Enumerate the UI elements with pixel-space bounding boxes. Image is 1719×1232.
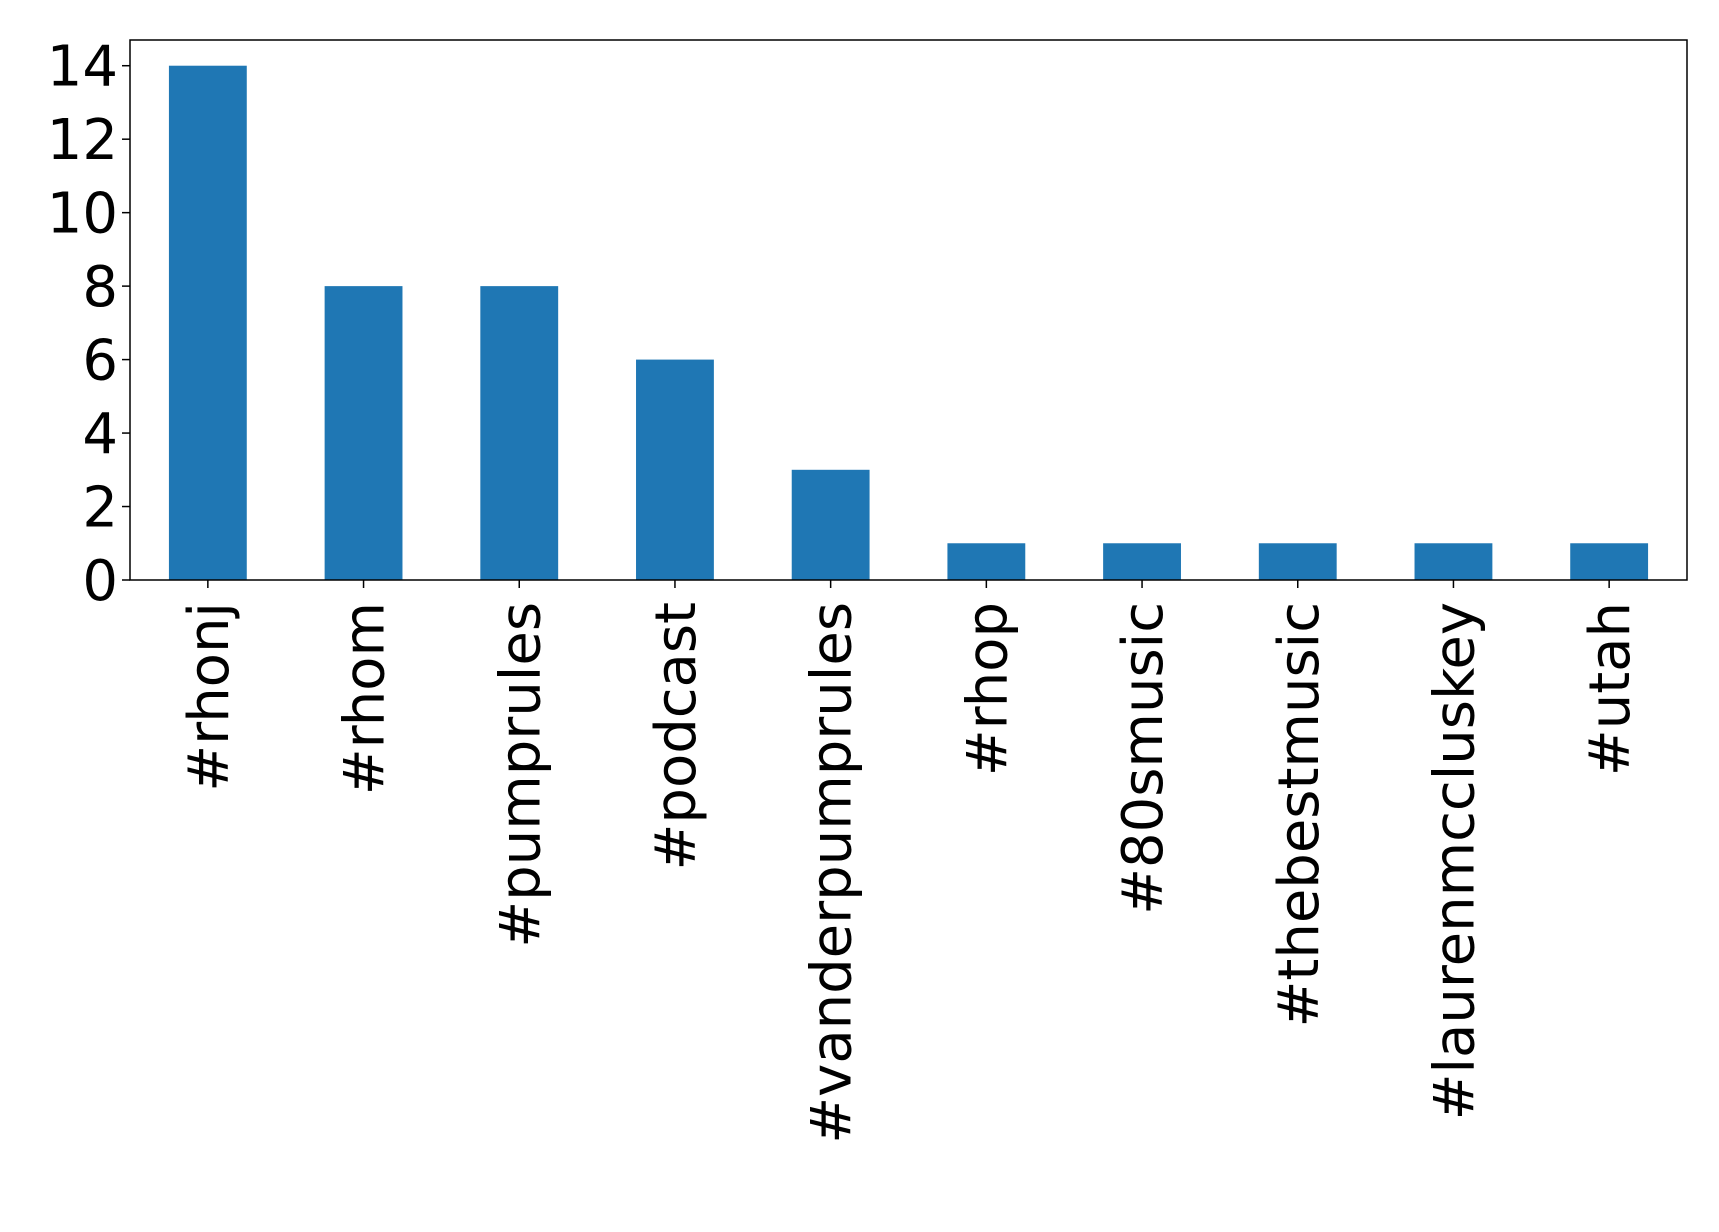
plot-frame: [129, 39, 1688, 581]
y-axis: 0 2 4 6 8 10 12 14: [47, 35, 130, 614]
x-tick-label-5: #rhop: [955, 602, 1020, 776]
bar-4: [791, 469, 870, 580]
bar-7: [1258, 543, 1337, 580]
y-tick-label-2: 4: [82, 402, 118, 467]
bar-1: [324, 286, 403, 580]
x-tick-label-8: #laurenmccluskey: [1422, 602, 1487, 1120]
bar-0: [168, 65, 247, 580]
x-tick-label-0: #rhonj: [177, 602, 242, 792]
y-tick-label-3: 6: [82, 329, 118, 394]
x-tick-label-7: #thebestmusic: [1267, 602, 1332, 1028]
y-tick-label-0: 0: [82, 549, 118, 614]
x-axis: #rhonj #rhom #pumprules #podcast #vanderpump…: [177, 580, 1643, 1144]
bar-5: [947, 543, 1026, 580]
bar-6: [1103, 543, 1181, 580]
y-tick-label-7: 14: [47, 35, 118, 100]
y-tick-label-1: 2: [82, 476, 118, 541]
y-tick-label-5: 10: [47, 182, 118, 247]
bar-8: [1414, 543, 1493, 580]
bars-group: [168, 65, 1649, 580]
y-tick-label-6: 12: [47, 108, 118, 173]
y-tick-label-4: 8: [82, 255, 118, 320]
x-tick-label-3: #podcast: [644, 602, 709, 871]
x-tick-label-6: #80smusic: [1111, 602, 1176, 915]
bar-3: [636, 359, 714, 580]
x-tick-label-1: #rhom: [333, 602, 398, 795]
x-tick-label-2: #pumprules: [488, 602, 553, 948]
x-tick-label-9: #utah: [1578, 602, 1643, 776]
bar-2: [480, 286, 559, 580]
bar-9: [1570, 543, 1649, 580]
x-tick-label-4: #vanderpumprules: [800, 602, 865, 1144]
